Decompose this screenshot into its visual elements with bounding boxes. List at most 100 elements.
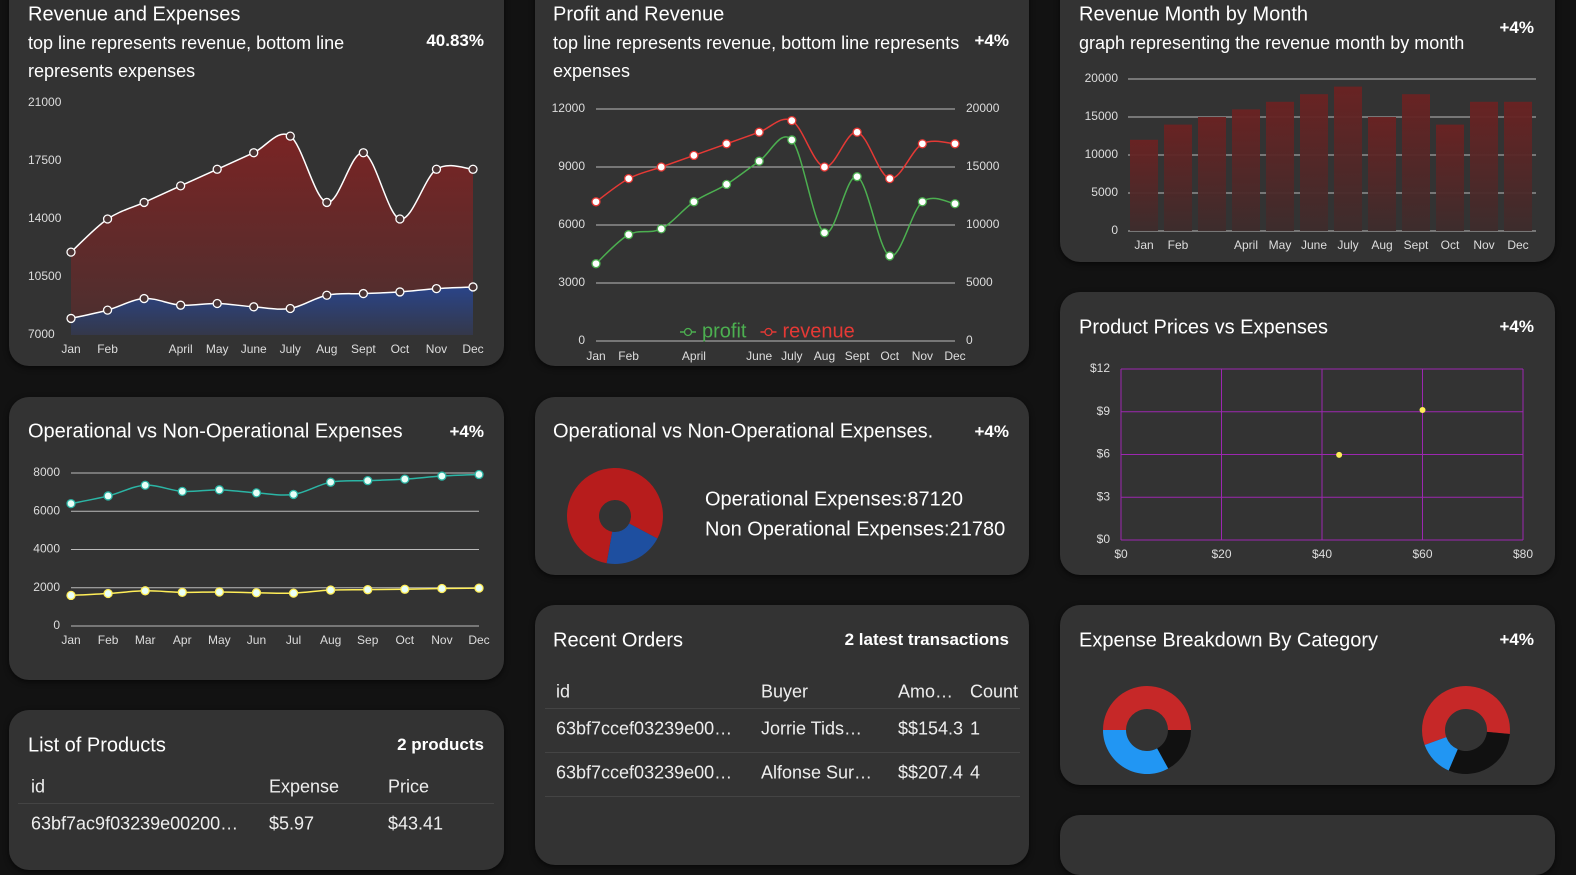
data-point <box>177 486 187 497</box>
x-tick-label: Mar <box>135 633 156 647</box>
table-cell: 63bf7ac9f03239e00200… <box>31 813 239 834</box>
y-tick-label: 0 <box>578 333 585 347</box>
x-tick-label: Aug <box>316 342 337 356</box>
scatter-point <box>1336 451 1343 458</box>
y-tick-label: 9000 <box>558 159 585 173</box>
donut-segment <box>1103 730 1169 775</box>
x-tick-label: Apr <box>173 633 192 647</box>
table-cell: 63bf7ccef03239e00… <box>556 718 733 739</box>
x-tick-label: Nov <box>426 342 447 356</box>
data-point <box>140 586 150 596</box>
legend-label: profit <box>702 320 747 342</box>
data-point <box>885 251 895 261</box>
data-point <box>285 131 295 141</box>
series-line <box>595 118 956 203</box>
data-point <box>400 584 410 594</box>
card-title: Operational vs Non-Operational Expenses <box>28 420 403 443</box>
bar <box>1436 124 1464 231</box>
donut-segment <box>606 523 658 564</box>
y-tick-label: 15000 <box>1085 109 1119 123</box>
row-separator <box>18 803 494 804</box>
data-point <box>288 489 299 500</box>
card-badge: +4% <box>1499 630 1535 649</box>
x-tick-label: Nov <box>1473 238 1494 252</box>
scatter-point <box>1419 407 1426 414</box>
data-point <box>431 164 442 174</box>
x-tick-label: Sep <box>357 633 379 647</box>
data-point <box>103 491 113 501</box>
data-point <box>819 162 830 172</box>
row-separator <box>545 796 1020 797</box>
x-tick-label: May <box>206 342 229 356</box>
data-point <box>363 585 373 595</box>
y-tick-label: 5000 <box>1091 185 1118 199</box>
data-point <box>358 288 369 299</box>
column-header: id <box>31 776 46 797</box>
bar <box>1470 101 1498 231</box>
y-tick-label: 2000 <box>33 580 60 594</box>
card <box>535 0 1029 366</box>
data-point <box>214 485 225 495</box>
x-tick-label: Feb <box>97 342 118 356</box>
card-subtitle: top line represents revenue, bottom line… <box>28 33 345 81</box>
table-cell: $$154.3 <box>898 718 964 739</box>
table-cell: $$207.4 <box>898 762 964 783</box>
bar <box>1164 124 1192 231</box>
data-point <box>322 290 332 300</box>
data-point <box>212 298 222 309</box>
data-point <box>325 477 336 487</box>
x-tick-label: Dec <box>944 349 965 363</box>
data-point <box>721 179 732 190</box>
y-tick-label: 15000 <box>966 159 1000 173</box>
data-point <box>591 259 601 269</box>
x-tick-label: Nov <box>912 349 933 363</box>
data-point <box>885 173 895 184</box>
data-point <box>140 480 150 490</box>
donut-segment <box>1422 686 1511 746</box>
y-tick-label: 6000 <box>558 217 585 231</box>
column-header: Amo… <box>898 681 954 702</box>
x-tick-label: $0 <box>1114 547 1128 561</box>
x-tick-label: June <box>746 349 772 363</box>
table-cell: 1 <box>970 718 981 739</box>
data-point <box>175 181 186 191</box>
table-cell: $43.41 <box>388 813 444 834</box>
bar <box>1368 117 1396 231</box>
x-tick-label: June <box>1301 238 1327 252</box>
y-tick-label: $6 <box>1097 447 1111 461</box>
data-point <box>249 302 259 312</box>
y-tick-label: 6000 <box>33 503 60 517</box>
x-tick-label: $60 <box>1412 547 1432 561</box>
area-fill <box>71 134 473 335</box>
card-title: Revenue Month by Month <box>1079 3 1309 26</box>
column-header: Expense <box>269 776 340 797</box>
data-point <box>212 164 222 174</box>
data-point <box>474 469 484 480</box>
data-point <box>175 300 186 310</box>
card <box>535 605 1029 865</box>
y-tick-label: 7000 <box>28 327 55 341</box>
card-subtitle: top line represents revenue, bottom line… <box>553 33 960 81</box>
card-badge: +4% <box>1499 18 1535 37</box>
bar <box>1334 86 1362 231</box>
data-point <box>754 156 764 166</box>
x-tick-label: Oct <box>880 349 899 363</box>
card <box>9 397 504 680</box>
row-separator <box>545 752 1020 753</box>
x-tick-label: Jan <box>1134 238 1153 252</box>
x-tick-label: Oct <box>395 633 414 647</box>
data-point <box>623 230 634 240</box>
column-header: Price <box>388 776 430 797</box>
y-tick-label: 5000 <box>966 275 993 289</box>
data-point <box>852 127 862 137</box>
card-badge: 2 latest transactions <box>844 630 1009 649</box>
data-point <box>721 139 732 149</box>
donut-segment <box>567 467 663 564</box>
y-tick-label: 20000 <box>966 101 1000 115</box>
data-point <box>395 214 405 224</box>
card-title: Revenue and Expenses <box>28 3 241 26</box>
x-tick-label: April <box>169 342 193 356</box>
x-tick-label: Aug <box>814 349 835 363</box>
data-point <box>322 197 332 208</box>
data-point <box>623 173 634 184</box>
